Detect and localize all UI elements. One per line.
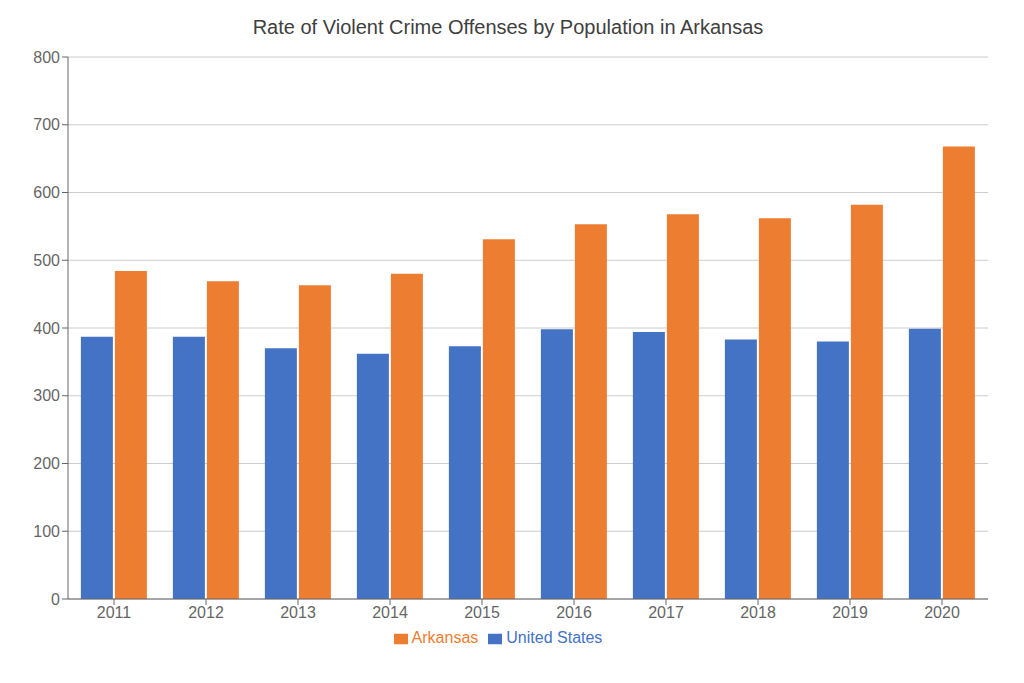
svg-text:2019: 2019: [832, 604, 868, 621]
svg-text:700: 700: [33, 116, 60, 133]
svg-text:500: 500: [33, 252, 60, 269]
svg-text:0: 0: [51, 591, 60, 608]
svg-text:100: 100: [33, 523, 60, 540]
svg-text:600: 600: [33, 184, 60, 201]
svg-text:2012: 2012: [188, 604, 224, 621]
svg-text:200: 200: [33, 455, 60, 472]
svg-text:2020: 2020: [924, 604, 960, 621]
svg-text:2013: 2013: [280, 604, 316, 621]
svg-text:2015: 2015: [464, 604, 500, 621]
html-text:Rate of Violent Crime Offenses: Rate of Violent Crime Offenses by Popula…: [252, 16, 764, 38]
svg-text:2018: 2018: [740, 604, 776, 621]
svg-text:800: 800: [33, 49, 60, 66]
svg-text:300: 300: [33, 387, 60, 404]
svg-text:2011: 2011: [97, 604, 132, 621]
svg-text:2016: 2016: [556, 604, 592, 621]
svg-text:2017: 2017: [648, 604, 684, 621]
html-text:United States: United States: [506, 629, 603, 646]
html-text:Arkansas: Arkansas: [411, 629, 479, 646]
svg-text:400: 400: [33, 320, 60, 337]
svg-text:2014: 2014: [372, 604, 408, 621]
